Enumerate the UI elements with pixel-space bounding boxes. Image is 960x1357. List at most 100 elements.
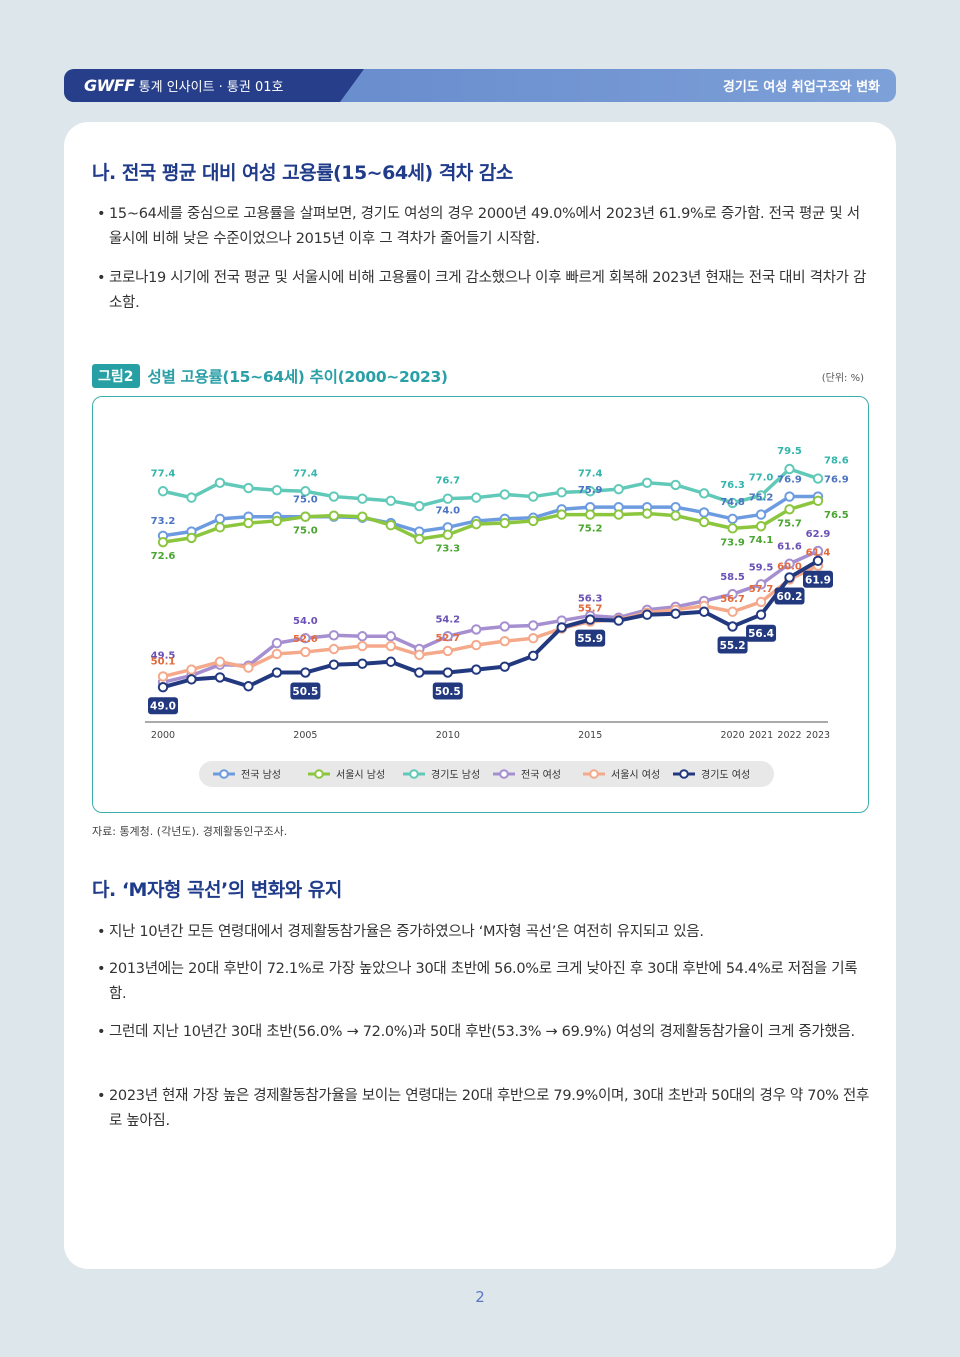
data-point — [214, 513, 226, 525]
data-point — [812, 495, 824, 507]
data-point — [442, 493, 453, 504]
data-label: 75.0 — [293, 495, 318, 506]
data-point — [328, 659, 340, 670]
data-point — [528, 491, 539, 502]
data-label: 73.3 — [435, 544, 460, 555]
data-point — [755, 579, 767, 590]
data-point — [385, 519, 397, 531]
legend-marker — [409, 769, 419, 779]
data-label: 52.6 — [293, 634, 318, 645]
legend-marker — [499, 769, 509, 779]
data-point — [328, 491, 340, 502]
data-point — [727, 523, 738, 534]
section1-bullet-2: 코로나19 시기에 전국 평균 및 서울시에 비해 고용률이 크게 감소했으나 … — [97, 266, 869, 316]
data-point — [528, 633, 539, 644]
data-point — [528, 515, 539, 527]
data-label: 56.7 — [720, 594, 745, 605]
data-label-box — [717, 636, 748, 654]
data-point — [499, 635, 510, 647]
data-label: 76.5 — [824, 510, 849, 521]
data-point — [414, 667, 425, 678]
data-label: 56.4 — [748, 628, 774, 640]
data-label: 77.4 — [151, 468, 176, 479]
data-point — [214, 672, 226, 683]
data-point — [812, 545, 824, 557]
data-point — [670, 510, 681, 521]
data-point — [442, 667, 453, 678]
data-label: 50.5 — [292, 686, 318, 698]
data-label: 61.9 — [805, 574, 831, 586]
data-label: 76.9 — [824, 475, 849, 486]
data-point — [328, 510, 340, 521]
data-point — [812, 555, 824, 567]
data-label: 49.5 — [151, 650, 176, 661]
data-label: 61.4 — [806, 548, 831, 559]
data-point — [584, 509, 596, 520]
data-point — [357, 640, 368, 652]
data-point — [300, 646, 311, 658]
data-point — [357, 658, 368, 669]
data-label: 78.6 — [824, 456, 849, 467]
data-point — [784, 491, 795, 502]
data-label: 72.6 — [151, 551, 176, 562]
data-point — [300, 486, 311, 497]
data-point — [300, 633, 311, 644]
data-point — [528, 650, 539, 662]
series-text: 통계 인사이트 · 통권 01호 — [138, 80, 284, 95]
legend-label: 전국 여성 — [521, 769, 561, 781]
data-point — [414, 500, 425, 512]
data-point — [414, 533, 425, 545]
section1-bullet-1: 15~64세를 중심으로 고용률을 살펴보면, 경기도 여성의 경우 2000년… — [97, 202, 869, 252]
data-point — [584, 614, 596, 625]
header-series: GWFF 통계 인사이트 · 통권 01호 — [64, 69, 364, 102]
data-point — [471, 664, 482, 675]
data-label: 50.1 — [151, 656, 176, 667]
data-point — [157, 486, 169, 497]
data-label: 55.2 — [720, 640, 746, 652]
data-point — [271, 667, 283, 678]
data-point — [214, 656, 226, 667]
data-point — [670, 479, 681, 491]
data-label-box — [746, 624, 777, 642]
data-point — [442, 645, 453, 657]
data-point — [300, 667, 311, 678]
data-point — [442, 631, 453, 642]
data-label: 58.5 — [720, 572, 745, 583]
data-point — [186, 492, 197, 503]
data-label: 73.9 — [720, 537, 745, 548]
data-point — [784, 504, 795, 515]
data-point — [214, 522, 226, 533]
header-bar: GWFF 통계 인사이트 · 통권 01호 경기도 여성 취업구조와 변화 — [64, 69, 896, 102]
legend-marker — [219, 769, 229, 779]
data-point — [471, 624, 482, 635]
x-tick-label: 2010 — [436, 730, 460, 741]
data-label: 76.7 — [435, 476, 460, 487]
data-label: 50.5 — [435, 686, 461, 698]
data-point — [698, 516, 710, 528]
data-point — [471, 518, 482, 530]
data-point — [328, 643, 340, 655]
data-point — [584, 486, 596, 497]
data-point — [499, 621, 510, 632]
data-label: 61.6 — [777, 542, 802, 553]
chart-frame: 2000 2005 2010 2015 2020 2021 2022 2023 73.2 75.0… — [92, 396, 869, 813]
data-point — [556, 622, 567, 633]
legend-background — [199, 761, 774, 787]
data-point — [442, 529, 453, 540]
data-label: 55.9 — [577, 633, 603, 645]
legend-label: 전국 남성 — [241, 769, 281, 781]
data-label: 79.5 — [777, 446, 802, 457]
section2-bullet-1: 지난 10년간 모든 연령대에서 경제활동참가율은 증가하였으나 ‘M자형 곡선… — [97, 920, 869, 945]
data-point — [243, 517, 254, 529]
legend-marker — [589, 769, 599, 779]
data-point — [613, 615, 624, 626]
data-point — [755, 509, 767, 520]
data-label: 75.2 — [749, 493, 774, 504]
data-point — [698, 606, 710, 617]
data-point — [528, 620, 539, 631]
section2-bullet-3: 그런데 지난 10년간 30대 초반(56.0% → 72.0%)과 50대 후… — [97, 1020, 869, 1045]
data-point — [641, 477, 653, 488]
legend-label: 서울시 남성 — [336, 769, 385, 781]
data-label: 77.4 — [293, 468, 318, 479]
data-label: 54.2 — [435, 614, 460, 625]
